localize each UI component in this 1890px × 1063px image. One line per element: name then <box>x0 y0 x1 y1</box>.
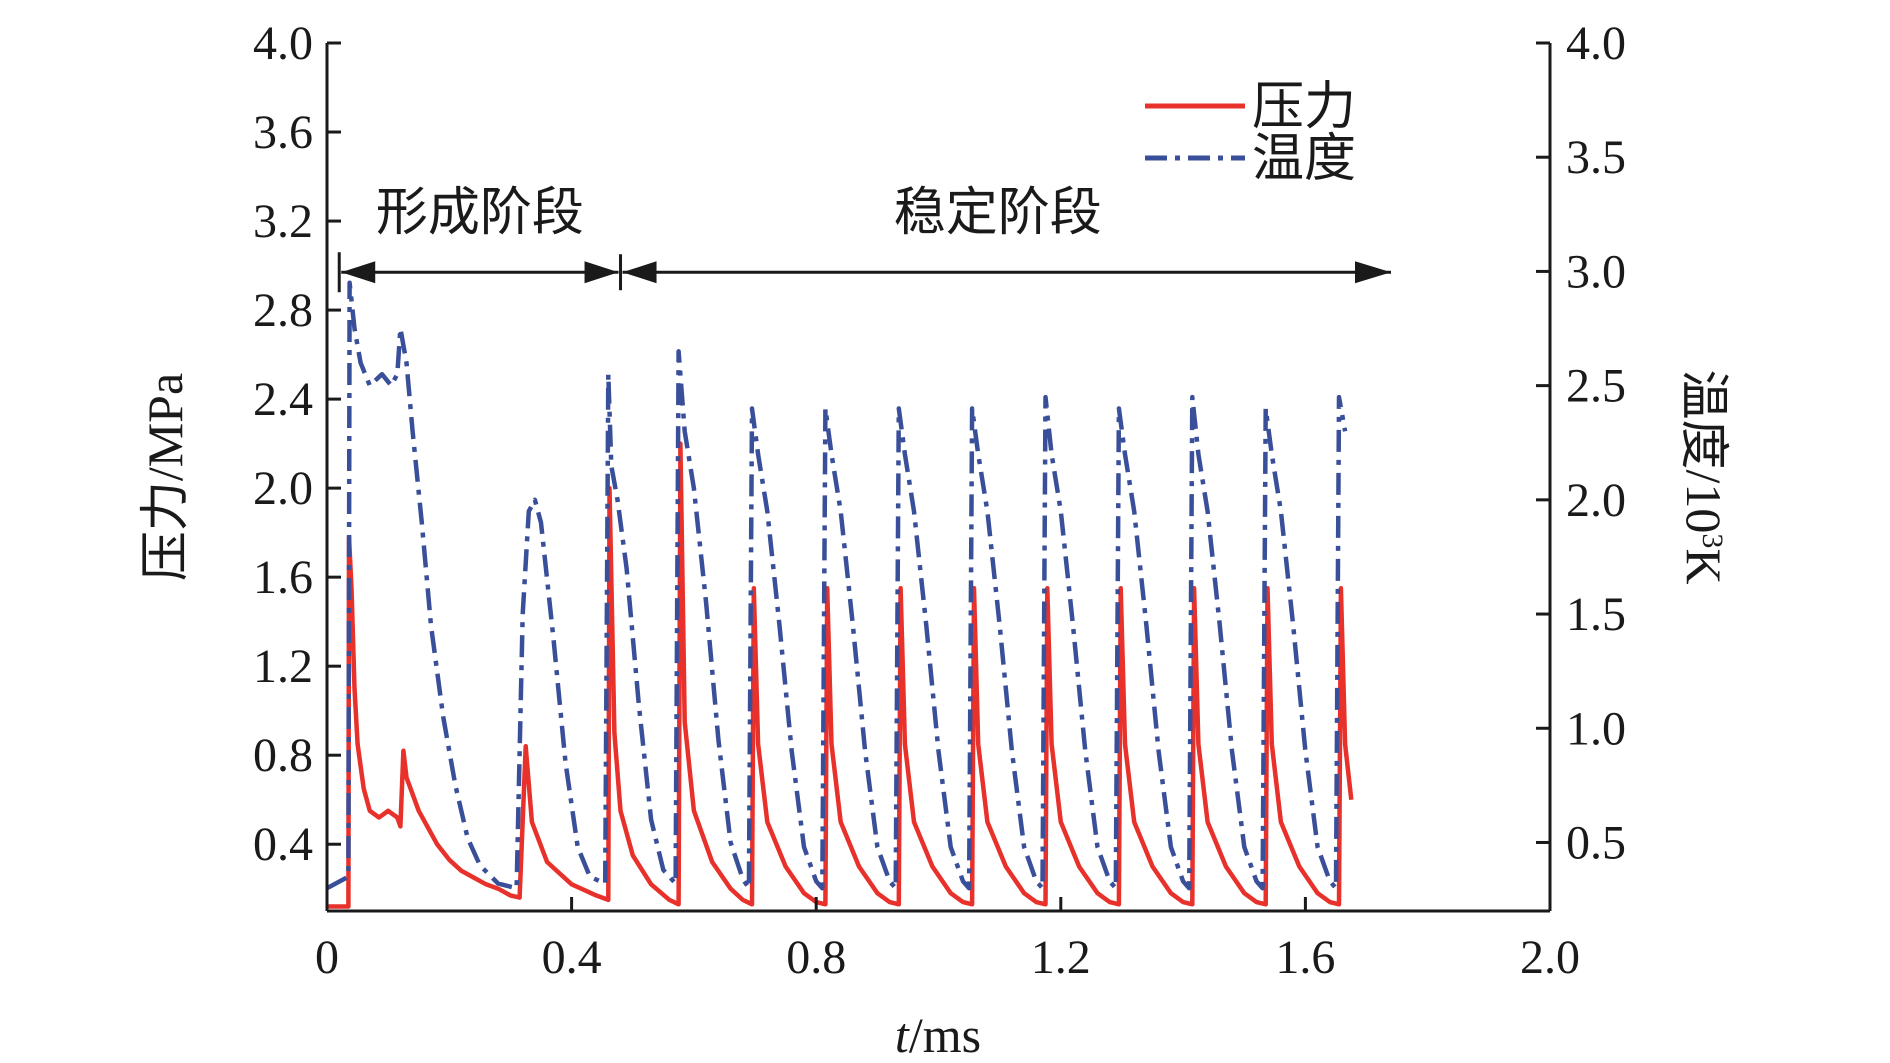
y-tick-label: 3.6 <box>253 106 313 159</box>
y2-tick-label: 3.5 <box>1566 131 1626 184</box>
y2-tick-label: 0.5 <box>1566 816 1626 869</box>
y2-tick-label: 2.0 <box>1566 474 1626 527</box>
x-tick-label: 0.8 <box>786 931 846 984</box>
legend-label: 压力 <box>1252 77 1356 137</box>
stage-annotations: 形成阶段 稳定阶段 <box>337 183 1392 293</box>
x-axis-title: t/ms <box>895 1007 981 1063</box>
pressure-series-line <box>327 441 1354 909</box>
x-tick-label: 0.4 <box>542 931 602 984</box>
y-tick-label: 4.0 <box>253 17 313 70</box>
formation-arrow-left-head <box>341 261 376 284</box>
y2-tick-label: 4.0 <box>1566 17 1626 70</box>
x-tick-label: 2.0 <box>1520 931 1580 984</box>
y-tick-label: 2.0 <box>253 462 313 515</box>
temperature-series-line <box>325 280 1348 891</box>
x-tick-label: 1.6 <box>1275 931 1335 984</box>
x-tick-label: 1.2 <box>1031 931 1091 984</box>
y2-tick-label: 1.0 <box>1566 702 1626 755</box>
legend-label: 温度 <box>1252 129 1356 189</box>
y-tick-label: 2.4 <box>253 373 313 426</box>
stable-arrow-right-head <box>1355 261 1392 284</box>
formation-arrow-right-head <box>584 261 619 284</box>
y-tick-label: 0.8 <box>253 729 313 782</box>
stable-arrow-left-head <box>622 261 657 284</box>
right-y-axis-ticks: 0.5 1.0 1.5 2.0 2.5 3.0 3.5 4.0 <box>1536 17 1626 869</box>
x-axis-ticks: 0 0.4 0.8 1.2 1.6 2.0 <box>315 897 1580 984</box>
y-tick-label: 2.8 <box>253 284 313 337</box>
y-tick-label: 1.6 <box>253 551 313 604</box>
plot-area <box>325 280 1354 909</box>
y-tick-label: 3.2 <box>253 195 313 248</box>
y2-tick-label: 2.5 <box>1566 360 1626 413</box>
y-tick-label: 0.4 <box>253 818 313 871</box>
x-tick-label: 0 <box>315 931 339 984</box>
stable-stage-label: 稳定阶段 <box>894 183 1102 243</box>
y2-tick-label: 1.5 <box>1566 588 1626 641</box>
left-y-axis-title: 压力/MPa <box>137 373 193 581</box>
formation-stage-label: 形成阶段 <box>376 183 584 243</box>
y-tick-label: 1.2 <box>253 640 313 693</box>
right-y-axis-title: 温度/103K <box>1676 369 1732 584</box>
y2-tick-label: 3.0 <box>1566 245 1626 298</box>
left-y-axis-ticks: 0.4 0.8 1.2 1.6 2.0 2.4 2.8 3.2 3.6 4.0 <box>253 17 341 871</box>
